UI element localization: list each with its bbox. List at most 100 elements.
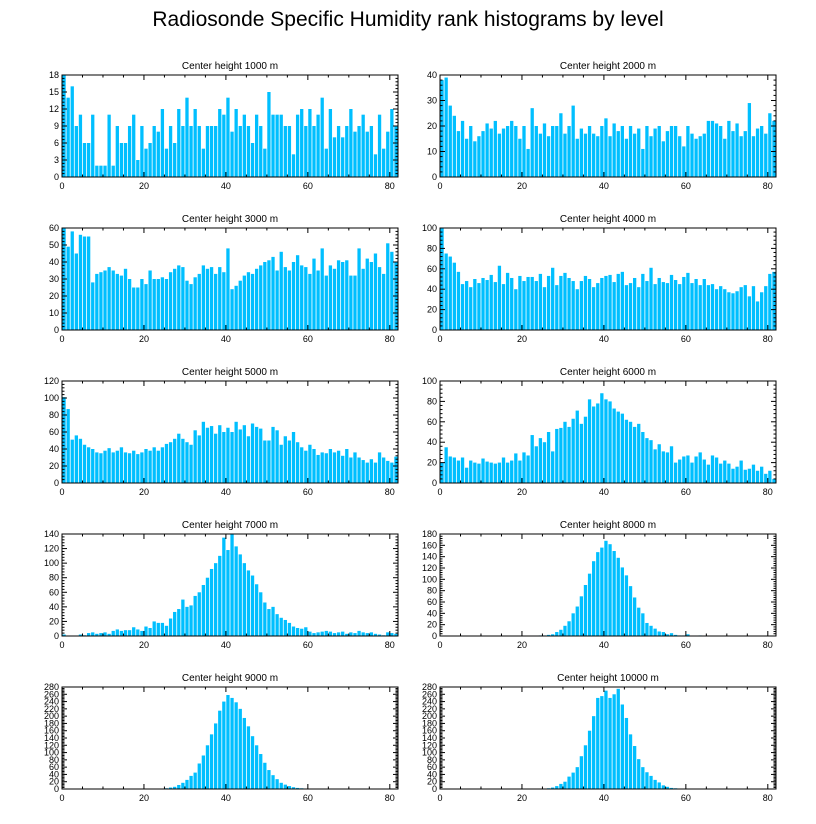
histogram-bar (332, 452, 337, 483)
histogram-bar (739, 287, 743, 330)
histogram-bar (132, 627, 136, 636)
histogram-bar (546, 634, 551, 636)
x-tick-label: 20 (139, 487, 149, 497)
histogram-bar (587, 573, 592, 636)
histogram-bar (332, 268, 337, 330)
histogram-bar (559, 783, 563, 789)
histogram-bar (242, 717, 246, 789)
histogram-bar (739, 136, 743, 177)
histogram-bar (136, 629, 140, 636)
histogram-bar (551, 634, 555, 636)
histogram-bar (632, 277, 637, 330)
y-tick-label: 40 (49, 769, 59, 779)
histogram-bar (530, 276, 534, 330)
histogram-bar (510, 120, 514, 177)
histogram-bar (144, 449, 148, 483)
x-tick-label: 40 (221, 181, 231, 191)
histogram-bar (181, 267, 185, 330)
histogram-bar (616, 411, 620, 483)
histogram-bar (764, 133, 768, 177)
histogram-bar (542, 123, 547, 177)
histogram-bar (173, 143, 177, 177)
y-tick-label: 40 (427, 70, 437, 80)
histogram-bar (608, 697, 612, 789)
histogram-bar (464, 467, 469, 483)
histogram-bar (473, 279, 477, 330)
histogram-bar (657, 782, 661, 789)
histogram-bar (164, 148, 169, 177)
histogram-bar (300, 265, 304, 330)
histogram-bar (469, 460, 473, 483)
histogram-bar (567, 426, 571, 483)
histogram-bar (727, 292, 731, 330)
histogram-bar (579, 423, 584, 483)
histogram-bar (673, 634, 678, 636)
x-tick-label: 40 (599, 793, 609, 803)
histogram-bar (571, 281, 575, 330)
panel-title: Center height 6000 m (560, 367, 656, 378)
histogram-bar (477, 463, 481, 483)
histogram-bar (645, 126, 649, 177)
histogram-bar (230, 534, 234, 636)
histogram-bar (369, 126, 374, 177)
histogram-bar (62, 397, 66, 483)
histogram-bar (501, 128, 506, 177)
y-tick-label: 0 (432, 172, 437, 182)
y-tick-label: 80 (427, 396, 437, 406)
histogram-bar (242, 275, 246, 330)
histogram-bar (107, 114, 111, 177)
histogram-bar (205, 268, 210, 330)
histogram-bar (743, 131, 747, 177)
histogram-bar (230, 289, 234, 330)
histogram-bar (678, 136, 682, 177)
histogram-bar (156, 450, 160, 483)
y-tick-label: 280 (44, 682, 59, 692)
histogram-bar (242, 563, 246, 636)
histogram-bar (743, 285, 747, 330)
histogram-bar (620, 126, 624, 177)
histogram-bar (489, 462, 493, 483)
histogram-bar (70, 231, 74, 330)
histogram-bar (86, 236, 91, 330)
histogram-bar (596, 697, 600, 789)
histogram-bar (481, 131, 485, 177)
histogram-bar (587, 126, 592, 177)
histogram-bar (575, 138, 579, 177)
x-tick-label: 60 (303, 640, 313, 650)
histogram-bar (768, 470, 772, 483)
histogram-bar (160, 109, 165, 177)
histogram-bar (74, 126, 78, 177)
histogram-bar (600, 277, 604, 330)
y-tick-label: 20 (49, 291, 59, 301)
histogram-bar (481, 277, 485, 330)
histogram-bar (373, 633, 378, 636)
y-tick-label: 40 (427, 769, 437, 779)
histogram-bar (522, 281, 526, 330)
histogram-bar (193, 109, 197, 177)
y-tick-label: 0 (54, 784, 59, 794)
histogram-bar (173, 268, 177, 330)
histogram-bar (604, 690, 608, 789)
histogram-bar (555, 632, 559, 636)
y-tick-label: 100 (422, 223, 437, 233)
histogram-bar (107, 267, 111, 330)
histogram-bar (193, 772, 197, 789)
histogram-bar (250, 143, 255, 177)
panel-title: Center height 3000 m (182, 214, 278, 225)
histogram-bar (669, 633, 674, 636)
histogram-bar (620, 704, 624, 789)
histogram-bar (316, 270, 320, 330)
histogram-bar (510, 460, 514, 483)
histogram-bar (612, 123, 616, 177)
histogram-bar (336, 450, 341, 483)
histogram-bar (189, 126, 193, 177)
panel-1: Center height 1000 m 0 20 40 60 80 0 3 6 9 12 15 18 (49, 61, 399, 191)
histogram-bar (628, 283, 633, 330)
histogram-bar (497, 133, 502, 177)
histogram-bar (279, 782, 283, 789)
histogram-bar (559, 113, 563, 177)
histogram-bar (723, 289, 727, 330)
x-tick-label: 40 (599, 487, 609, 497)
histogram-bar (768, 273, 772, 330)
x-tick-label: 60 (303, 334, 313, 344)
